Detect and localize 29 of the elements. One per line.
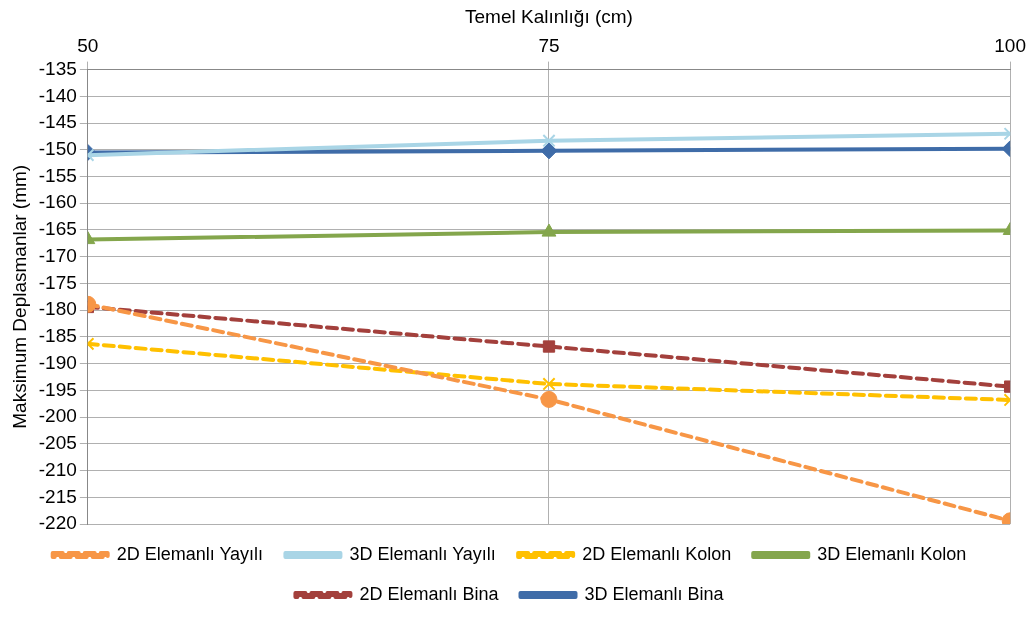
- y-tick-label: -190: [38, 351, 77, 373]
- legend-label: 3D Elemanlı Kolon: [817, 543, 967, 564]
- legend-label: 2D Elemanlı Kolon: [582, 543, 732, 564]
- x-tick-label: 100: [994, 35, 1026, 57]
- y-tick-label: -165: [38, 218, 77, 240]
- legend-label: 3D Elemanlı Bina: [584, 583, 725, 604]
- y-axis-title: Maksimum Deplasmanlar (mm): [8, 164, 30, 429]
- y-tick-label: -195: [38, 378, 77, 400]
- legend-label: 2D Elemanlı Yayılı: [116, 543, 264, 564]
- y-tick-label: -150: [38, 138, 77, 160]
- y-tick-label: -140: [38, 84, 77, 106]
- y-tick-label: -220: [38, 512, 77, 534]
- y-tick-label: -155: [38, 164, 77, 186]
- x-tick-label: 75: [538, 35, 560, 57]
- y-tick-label: -160: [38, 191, 77, 213]
- x-axis-title: Temel Kalınlığı (cm): [465, 5, 633, 27]
- legend-label: 3D Elemanlı Yayılı: [349, 543, 496, 564]
- legend-label: 2D Elemanlı Bina: [359, 583, 500, 604]
- y-tick-label: -185: [38, 325, 77, 347]
- y-tick-label: -145: [38, 111, 77, 133]
- y-tick-label: -200: [38, 405, 77, 427]
- y-tick-label: -180: [38, 298, 77, 320]
- x-tick-label: 50: [77, 35, 99, 57]
- y-tick-label: -170: [38, 244, 77, 266]
- y-tick-label: -215: [38, 485, 77, 507]
- y-tick-label: -205: [38, 432, 77, 454]
- y-tick-label: -175: [38, 271, 77, 293]
- y-tick-label: -210: [38, 458, 77, 480]
- y-tick-label: -135: [38, 57, 77, 79]
